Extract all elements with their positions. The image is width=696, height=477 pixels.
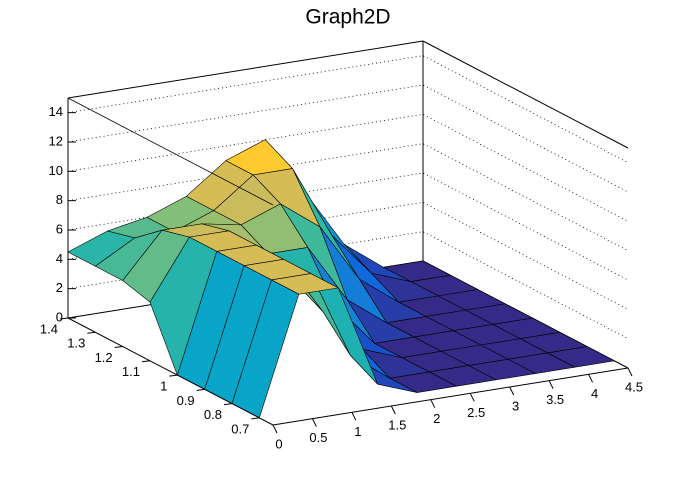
x-tick [588, 374, 594, 383]
y-tick-label: 1.2 [95, 350, 113, 365]
y-tick-label: 1.1 [122, 364, 140, 379]
x-tick [430, 399, 436, 408]
x-tick [390, 405, 396, 415]
y-tick-label: 1.3 [67, 336, 85, 351]
y-tick [59, 317, 69, 320]
y-tick [141, 360, 151, 363]
box-edge [67, 40, 424, 99]
x-tick [311, 418, 317, 427]
x-axis [272, 367, 629, 426]
y-tick [251, 417, 260, 420]
chart-title: Graph2D [305, 6, 390, 29]
x-tick [272, 424, 278, 434]
z-tick-label: 8 [56, 192, 63, 207]
z-tick-label: 2 [56, 280, 63, 295]
x-tick-label: 4.5 [625, 379, 643, 394]
x-tick-label: 2.5 [467, 405, 485, 420]
x-tick-label: 2 [433, 411, 440, 426]
y-tick-label: 0.8 [204, 407, 222, 422]
x-tick-label: 4 [591, 386, 598, 401]
x-tick-label: 1.5 [388, 417, 406, 432]
y-tick [169, 374, 178, 377]
y-tick [223, 403, 233, 406]
y-tick-label: 0.9 [177, 393, 195, 408]
x-tick [509, 386, 515, 396]
x-tick [548, 380, 554, 389]
z-tick-label: 14 [49, 104, 63, 119]
z-tick-label: 0 [56, 309, 63, 324]
z-tick-label: 12 [49, 133, 63, 148]
z-tick-label: 6 [56, 221, 63, 236]
x-tick [351, 412, 357, 421]
y-tick [114, 346, 123, 349]
x-tick [627, 367, 633, 377]
box-edge [422, 40, 629, 149]
x-tick-label: 3 [512, 398, 519, 413]
y-tick [87, 331, 96, 334]
z-tick-label: 10 [49, 163, 63, 178]
y-tick-label: 0.7 [231, 421, 249, 436]
x-tick-label: 3.5 [546, 392, 564, 407]
y-tick-label: 1.4 [40, 321, 58, 336]
y-axis [67, 317, 274, 426]
x-tick-label: 1 [354, 424, 361, 439]
x-tick-label: 0 [275, 436, 282, 451]
box-edge [67, 97, 274, 206]
x-tick-label: 0.5 [309, 430, 327, 445]
y-tick [196, 388, 205, 391]
y-tick-label: 1 [160, 379, 167, 394]
z-tick-label: 4 [56, 251, 63, 266]
x-tick [469, 393, 475, 402]
